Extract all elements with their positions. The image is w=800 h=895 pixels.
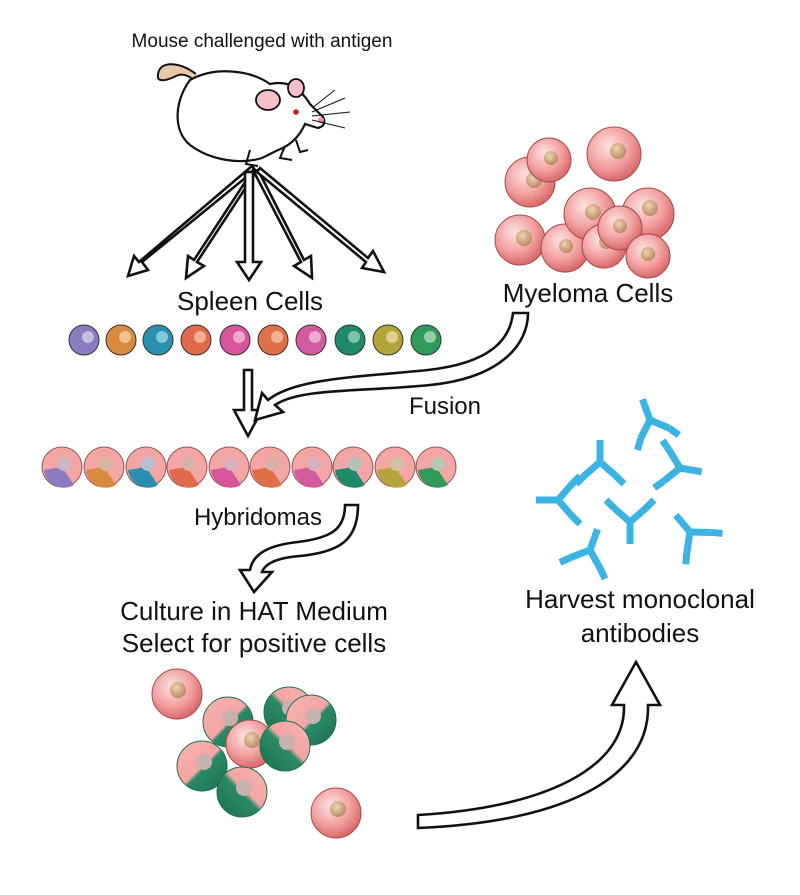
myeloma-cell <box>586 126 642 182</box>
hybridoma-cell <box>41 446 83 488</box>
fan-arrow-3 <box>234 170 264 283</box>
fusion-label: Fusion <box>409 393 481 420</box>
myeloma-cell <box>494 214 546 266</box>
antibody-icon <box>603 497 657 544</box>
antibody-icon <box>536 473 583 527</box>
spleen-cell <box>142 324 174 356</box>
positive-cell <box>259 720 311 772</box>
hybridoma-cell <box>166 446 208 488</box>
hybridoma-cells-row <box>41 446 457 488</box>
fan-arrow-5 <box>255 166 387 274</box>
mouse-label: Mouse challenged with antigen <box>132 31 393 52</box>
culture-to-harvest-arrow <box>416 659 663 830</box>
myeloma-to-hybridoma-arrow <box>253 311 530 422</box>
myeloma-cell <box>625 233 671 279</box>
hybridoma-cell <box>208 446 250 488</box>
hybridoma-cell <box>415 446 457 488</box>
hybridomas-label: Hybridomas <box>194 504 322 531</box>
positive-cell <box>176 740 228 792</box>
spleen-cell <box>105 324 137 356</box>
spleen-cell <box>180 324 212 356</box>
spleen-cell <box>372 324 404 356</box>
spleen-cell <box>219 324 251 356</box>
hybridoma-cell <box>291 446 333 488</box>
spleen-cells-label: Spleen Cells <box>177 286 323 316</box>
positive-cell <box>151 668 203 720</box>
spleen-cell <box>257 324 289 356</box>
antibody-icon <box>673 512 723 565</box>
antibody-icon <box>634 398 681 451</box>
culture-label-line1: Culture in HAT Medium <box>120 596 388 626</box>
fan-arrow-1 <box>126 164 257 278</box>
harvest-label-line2: antibodies <box>581 618 700 648</box>
spleen-cell <box>410 324 442 356</box>
antibody-icon <box>573 440 627 487</box>
myeloma-cell <box>526 137 572 183</box>
antibodies-group <box>536 398 723 581</box>
hybridoma-to-culture-arrow <box>237 503 360 595</box>
mouse-to-spleen-arrows <box>126 164 387 283</box>
hybridoma-cell <box>125 446 167 488</box>
spleen-cell <box>68 324 100 356</box>
positive-cell <box>310 787 362 839</box>
antibody-icon <box>558 528 609 581</box>
mouse-illustration <box>156 63 351 167</box>
fan-arrow-4 <box>252 168 314 281</box>
hybridoma-cell <box>249 446 291 488</box>
positive-cell <box>216 766 268 818</box>
harvest-label-line1: Harvest monoclonal <box>525 584 755 614</box>
culture-label-line2: Select for positive cells <box>122 628 386 658</box>
hybridoma-cell <box>332 446 374 488</box>
spleen-cell <box>334 324 366 356</box>
antibody-icon <box>652 438 703 491</box>
hybridoma-cell <box>83 446 125 488</box>
myeloma-cells-cluster <box>494 126 675 279</box>
myeloma-cells-label: Myeloma Cells <box>503 278 674 308</box>
spleen-cell <box>295 324 327 356</box>
positive-cells-cluster <box>151 668 362 839</box>
spleen-cells-row <box>68 324 442 356</box>
hybridoma-cell <box>374 446 416 488</box>
myeloma-cell <box>597 205 643 251</box>
fan-arrow-2 <box>184 168 258 281</box>
spleen-down-arrow <box>231 368 265 439</box>
